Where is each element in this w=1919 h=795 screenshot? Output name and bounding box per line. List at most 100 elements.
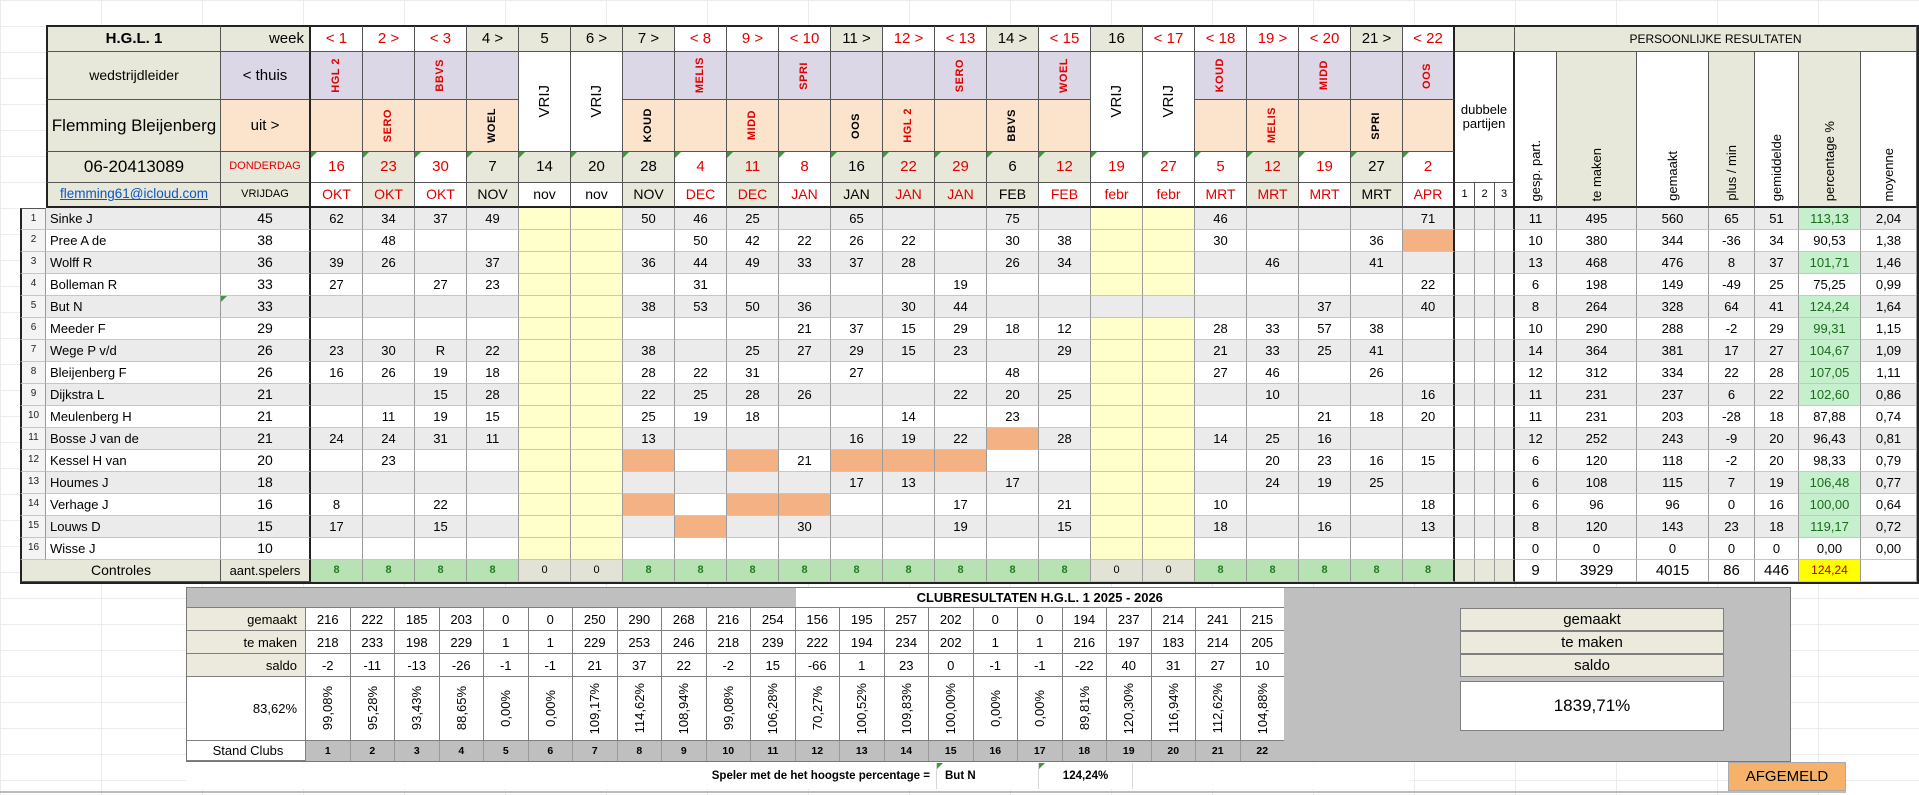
club-saldo-value[interactable]: 15: [751, 654, 796, 677]
score-cell[interactable]: [675, 538, 727, 560]
score-cell[interactable]: [1143, 274, 1195, 296]
result-gesp-part[interactable]: 11: [1515, 384, 1557, 406]
score-cell[interactable]: [935, 472, 987, 494]
result-moyenne[interactable]: 0,81: [1861, 428, 1917, 450]
control-total-plus-min[interactable]: 86: [1709, 560, 1755, 582]
score-cell[interactable]: 25: [1299, 340, 1351, 362]
score-cell[interactable]: [935, 406, 987, 428]
result-gemiddelde[interactable]: 27: [1755, 340, 1799, 362]
result-plus-min[interactable]: -28: [1709, 406, 1755, 428]
double-cell[interactable]: [1495, 340, 1515, 362]
score-cell[interactable]: [1143, 450, 1195, 472]
score-cell[interactable]: [1247, 406, 1299, 428]
score-cell[interactable]: [675, 428, 727, 450]
score-cell[interactable]: [1195, 384, 1247, 406]
player-target[interactable]: 33: [221, 274, 311, 296]
club-week-pct[interactable]: 108,94%: [662, 677, 707, 741]
score-cell[interactable]: [311, 384, 363, 406]
score-cell[interactable]: 22: [779, 230, 831, 252]
result-plus-min[interactable]: 6: [1709, 384, 1755, 406]
score-cell[interactable]: 41: [1351, 340, 1403, 362]
score-cell[interactable]: [1351, 296, 1403, 318]
club-gemaakt-value[interactable]: 241: [1196, 608, 1241, 631]
home-club[interactable]: HGL 2: [311, 52, 363, 100]
score-cell[interactable]: [1403, 428, 1455, 450]
score-cell[interactable]: [1091, 340, 1143, 362]
home-club[interactable]: [467, 52, 519, 100]
control-count[interactable]: 0: [1091, 560, 1143, 582]
home-club[interactable]: [987, 52, 1039, 100]
score-cell[interactable]: [1299, 230, 1351, 252]
score-cell[interactable]: [519, 252, 571, 274]
player-name[interactable]: Meeder F: [46, 318, 221, 340]
stand-club-number[interactable]: 22: [1241, 741, 1285, 761]
control-count[interactable]: 8: [779, 560, 831, 582]
score-cell[interactable]: 20: [987, 384, 1039, 406]
player-name[interactable]: Bosse J van de: [46, 428, 221, 450]
score-cell[interactable]: 30: [883, 296, 935, 318]
score-cell[interactable]: [1351, 494, 1403, 516]
score-cell[interactable]: [415, 472, 467, 494]
result-gemiddelde[interactable]: 18: [1755, 516, 1799, 538]
double-cell[interactable]: [1475, 230, 1495, 252]
score-cell[interactable]: 75: [987, 208, 1039, 230]
player-target[interactable]: 20: [221, 450, 311, 472]
vrij-cell[interactable]: VRIJ: [1091, 52, 1143, 152]
score-cell[interactable]: [311, 230, 363, 252]
control-count[interactable]: 8: [1403, 560, 1455, 582]
score-cell[interactable]: 19: [675, 406, 727, 428]
club-gemaakt-value[interactable]: 0: [528, 608, 573, 631]
score-cell[interactable]: [1143, 428, 1195, 450]
result-te-maken[interactable]: 96: [1557, 494, 1637, 516]
score-cell[interactable]: 28: [727, 384, 779, 406]
result-gesp-part[interactable]: 6: [1515, 450, 1557, 472]
score-cell[interactable]: [1039, 406, 1091, 428]
club-temaken-value[interactable]: 202: [929, 631, 974, 654]
score-cell[interactable]: 33: [779, 252, 831, 274]
club-gemaakt-value[interactable]: 254: [751, 608, 796, 631]
score-cell[interactable]: 22: [935, 384, 987, 406]
score-cell[interactable]: [1143, 362, 1195, 384]
score-cell[interactable]: 46: [1195, 208, 1247, 230]
score-cell[interactable]: [883, 450, 935, 472]
score-cell[interactable]: 24: [1247, 472, 1299, 494]
result-gemaakt[interactable]: 149: [1637, 274, 1709, 296]
control-count[interactable]: 0: [519, 560, 571, 582]
double-cell[interactable]: [1475, 472, 1495, 494]
stand-club-number[interactable]: 21: [1196, 741, 1241, 761]
result-te-maken[interactable]: 108: [1557, 472, 1637, 494]
result-plus-min[interactable]: 65: [1709, 208, 1755, 230]
club-saldo-value[interactable]: 22: [662, 654, 707, 677]
away-club[interactable]: KOUD: [623, 100, 675, 152]
club-right-label-gemaakt[interactable]: gemaakt: [1460, 608, 1724, 631]
home-club[interactable]: SERO: [935, 52, 987, 100]
result-moyenne[interactable]: 0,99: [1861, 274, 1917, 296]
vrij-cell[interactable]: VRIJ: [571, 52, 623, 152]
club-saldo-value[interactable]: -2: [706, 654, 751, 677]
score-cell[interactable]: [363, 274, 415, 296]
match-date[interactable]: 30: [415, 152, 467, 183]
score-cell[interactable]: [363, 318, 415, 340]
result-plus-min[interactable]: 23: [1709, 516, 1755, 538]
score-cell[interactable]: 48: [987, 362, 1039, 384]
player-target[interactable]: 21: [221, 406, 311, 428]
score-cell[interactable]: [675, 450, 727, 472]
club-saldo-value[interactable]: -66: [795, 654, 840, 677]
score-cell[interactable]: 37: [467, 252, 519, 274]
result-gemiddelde[interactable]: 16: [1755, 494, 1799, 516]
club-temaken-value[interactable]: 214: [1196, 631, 1241, 654]
match-date[interactable]: 27: [1143, 152, 1195, 183]
result-moyenne[interactable]: 1,38: [1861, 230, 1917, 252]
stand-club-number[interactable]: 18: [1063, 741, 1107, 761]
vrij-cell[interactable]: VRIJ: [519, 52, 571, 152]
club-week-pct[interactable]: 95,28%: [350, 677, 395, 741]
match-month[interactable]: JAN: [935, 183, 987, 208]
score-cell[interactable]: 29: [1039, 340, 1091, 362]
club-saldo-value[interactable]: -1: [484, 654, 529, 677]
week-number[interactable]: < 3: [415, 25, 467, 52]
club-row-label[interactable]: saldo: [187, 654, 306, 677]
result-plus-min[interactable]: 64: [1709, 296, 1755, 318]
stand-club-number[interactable]: 20: [1152, 741, 1196, 761]
player-name[interactable]: Bleijenberg F: [46, 362, 221, 384]
score-cell[interactable]: 19: [415, 406, 467, 428]
